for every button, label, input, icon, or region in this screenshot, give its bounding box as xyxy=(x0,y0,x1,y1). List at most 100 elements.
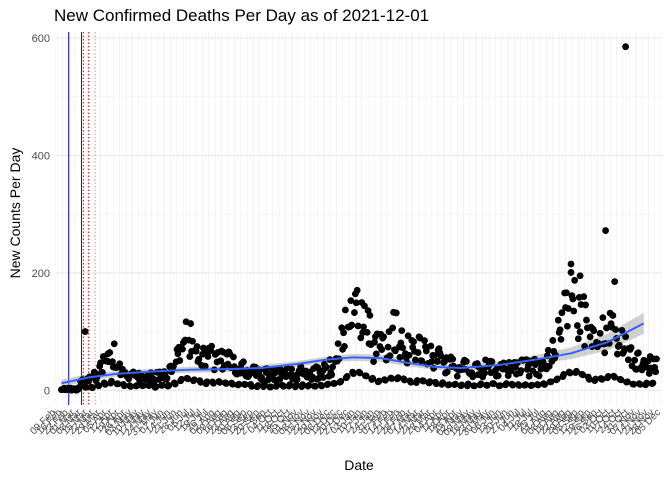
data-point xyxy=(553,375,561,383)
data-point xyxy=(372,350,380,358)
data-point xyxy=(557,336,565,343)
data-point xyxy=(413,377,421,384)
data-point xyxy=(528,381,536,389)
data-point xyxy=(366,312,374,319)
data-point xyxy=(139,382,147,389)
data-point xyxy=(329,363,337,371)
data-point xyxy=(204,353,212,360)
data-point xyxy=(453,372,461,380)
data-point xyxy=(110,340,118,348)
data-point xyxy=(428,358,436,365)
data-point xyxy=(292,381,300,389)
data-point xyxy=(471,382,478,390)
data-point xyxy=(178,375,185,383)
data-point xyxy=(197,378,205,386)
data-point xyxy=(535,372,543,380)
data-point xyxy=(101,380,109,388)
smooth-line xyxy=(61,322,645,385)
outlier-point xyxy=(602,227,609,234)
data-point xyxy=(571,276,579,284)
data-point xyxy=(563,322,571,330)
data-point xyxy=(622,333,630,341)
data-point xyxy=(630,380,638,388)
data-point xyxy=(386,352,394,360)
data-point xyxy=(341,342,348,350)
data-point xyxy=(288,365,296,373)
data-point xyxy=(399,344,407,352)
data-point xyxy=(396,353,404,361)
data-point xyxy=(477,380,485,388)
data-point xyxy=(585,375,593,383)
data-point xyxy=(95,382,103,390)
data-point xyxy=(576,328,584,336)
data-point xyxy=(375,377,383,385)
data-point xyxy=(645,370,653,377)
data-point xyxy=(544,346,552,354)
data-point xyxy=(580,293,588,301)
data-point xyxy=(653,355,660,363)
data-point xyxy=(596,329,604,337)
data-point xyxy=(354,322,362,330)
data-point xyxy=(116,360,124,368)
data-point xyxy=(210,379,217,387)
data-point xyxy=(195,355,203,363)
smooth-trend xyxy=(61,322,645,385)
y-ticks: 0 200 400 600 xyxy=(32,33,50,397)
outlier-point xyxy=(576,272,584,280)
data-point xyxy=(208,342,215,350)
data-point xyxy=(401,376,408,384)
data-point xyxy=(449,355,457,363)
data-point xyxy=(248,382,256,390)
data-point xyxy=(558,309,566,317)
data-point xyxy=(481,369,488,377)
data-points xyxy=(58,43,660,394)
data-point xyxy=(469,373,477,381)
data-point xyxy=(217,357,225,365)
y-axis-title: New Counts Per Day xyxy=(7,148,23,279)
data-point xyxy=(554,316,562,324)
data-point xyxy=(420,377,428,385)
data-point xyxy=(649,379,657,387)
data-point xyxy=(433,358,441,365)
data-point xyxy=(547,378,555,386)
data-point xyxy=(490,380,498,388)
data-point xyxy=(604,372,612,380)
data-point xyxy=(509,381,517,389)
data-point xyxy=(380,333,387,341)
data-point xyxy=(603,324,610,332)
data-point xyxy=(624,356,632,364)
data-point xyxy=(341,306,349,314)
data-point xyxy=(347,297,355,304)
data-point xyxy=(176,357,184,364)
data-point xyxy=(165,382,173,389)
data-point xyxy=(611,373,619,381)
data-point xyxy=(627,344,635,351)
data-point xyxy=(564,305,572,312)
data-point xyxy=(97,359,104,367)
data-point xyxy=(114,380,122,388)
data-point xyxy=(88,384,96,392)
data-point xyxy=(229,380,236,388)
data-point xyxy=(407,378,415,386)
data-point xyxy=(190,376,198,384)
data-point xyxy=(363,328,371,336)
data-point xyxy=(357,334,365,342)
data-point xyxy=(267,383,275,391)
data-point xyxy=(241,381,249,388)
data-point xyxy=(488,358,496,365)
data-point xyxy=(579,371,587,379)
data-point xyxy=(445,381,453,388)
data-point xyxy=(563,289,570,297)
data-point xyxy=(405,351,413,359)
chart-title: New Confirmed Deaths Per Day as of 2021-… xyxy=(54,6,430,25)
data-point xyxy=(293,376,301,383)
data-point xyxy=(392,309,400,317)
data-point xyxy=(106,349,114,356)
data-point xyxy=(297,363,305,370)
data-point xyxy=(483,381,491,389)
data-point xyxy=(638,366,646,374)
data-point xyxy=(462,357,470,365)
data-point xyxy=(496,382,504,390)
data-point xyxy=(362,372,370,380)
